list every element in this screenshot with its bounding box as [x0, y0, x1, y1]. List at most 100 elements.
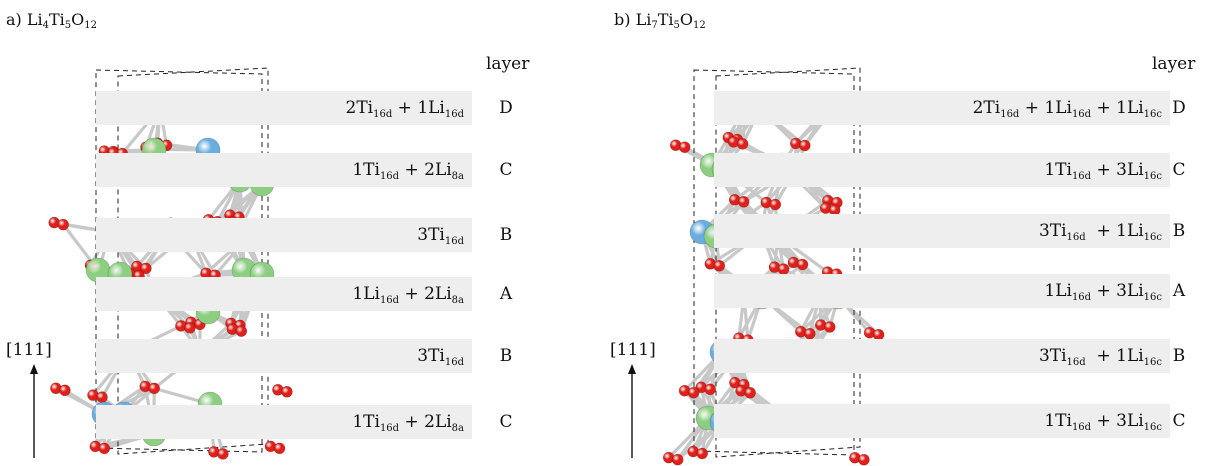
composition-part: + 1Li [1091, 98, 1144, 118]
composition-part: 16d [1067, 232, 1086, 243]
layer-letter: B [1164, 214, 1194, 248]
layer-letter: D [491, 91, 521, 125]
layer-composition: 1Ti16d + 3Li16c [1044, 404, 1162, 438]
oxygen-atom [58, 219, 69, 230]
layer-band: 1Ti16d + 3Li16c [714, 404, 1170, 438]
composition-part: + 2Li [399, 160, 452, 180]
layer-composition: 3Ti16d + 1Li16c [1039, 214, 1162, 248]
composition-part: 16d [1072, 171, 1091, 182]
layer-band: 1Ti16d + 2Li8a [96, 405, 472, 439]
oxygen-atom [99, 443, 110, 454]
oxygen-atom [799, 140, 810, 151]
oxygen-atom [738, 196, 749, 207]
oxygen-atom [688, 387, 699, 398]
oxygen-atom [745, 387, 756, 398]
composition-part: 16d [1067, 357, 1086, 368]
composition-part: 16c [1144, 109, 1162, 120]
composition-part: 16c [1144, 292, 1162, 303]
oxygen-atom [149, 383, 160, 394]
oxygen-atom [797, 259, 808, 270]
oxygen-atom [236, 326, 247, 337]
layer-composition: 3Ti16d [417, 218, 464, 252]
composition-part: 16c [1144, 422, 1162, 433]
composition-part: 16d [445, 109, 464, 120]
oxygen-atom [672, 454, 683, 465]
layer-letter: C [1164, 153, 1194, 187]
composition-part: 16c [1144, 171, 1162, 182]
layer-letter: C [491, 405, 521, 439]
layer-composition: 1Ti16d + 2Li8a [352, 153, 464, 187]
composition-part: 16d [1000, 109, 1019, 120]
panel-b-direction-label: [111] [610, 340, 656, 360]
oxygen-atom [705, 384, 716, 395]
composition-part: 1Li [352, 284, 380, 304]
layer-band: 2Ti16d + 1Li16d + 1Li16c [714, 91, 1170, 125]
layer-letter: C [491, 153, 521, 187]
oxygen-atom [274, 443, 285, 454]
layer-letter: A [1164, 274, 1194, 308]
composition-part: 3Ti [1039, 221, 1067, 241]
composition-part: 8a [452, 171, 464, 182]
composition-part: 8a [452, 423, 464, 434]
panel-b-direction-arrow [626, 364, 638, 460]
composition-part: 2Ti [346, 98, 374, 118]
composition-part: 16d [380, 423, 399, 434]
composition-part: 2Ti [973, 98, 1001, 118]
oxygen-atom [858, 454, 869, 465]
composition-part: + 2Li [399, 284, 452, 304]
composition-part: + 3Li [1091, 160, 1144, 180]
layer-composition: 2Ti16d + 1Li16d + 1Li16c [973, 91, 1162, 125]
composition-part: 16c [1144, 357, 1162, 368]
composition-part: + 1Li [392, 98, 445, 118]
layer-band: 3Ti16d [96, 339, 472, 373]
layer-composition: 1Li16d + 3Li16c [1044, 274, 1162, 308]
layer-composition: 2Ti16d + 1Li16d [346, 91, 464, 125]
layer-band: 3Ti16d [96, 218, 472, 252]
composition-part: + 1Li [1019, 98, 1072, 118]
panel-a-direction-label: [111] [6, 340, 52, 360]
layer-composition: 1Ti16d + 2Li8a [352, 405, 464, 439]
layer-band: 1Ti16d + 3Li16c [714, 153, 1170, 187]
composition-part: + 3Li [1091, 411, 1144, 431]
oxygen-atom [824, 322, 835, 333]
oxygen-atom [697, 448, 708, 459]
composition-part: 1Li [1044, 281, 1072, 301]
composition-part: 16d [445, 357, 464, 368]
composition-part: 16d [1072, 292, 1091, 303]
layer-letter: A [491, 277, 521, 311]
oxygen-atom [59, 385, 70, 396]
composition-part: + 3Li [1091, 281, 1144, 301]
layer-band: 3Ti16d + 1Li16c [714, 214, 1170, 248]
composition-part: 8a [452, 295, 464, 306]
composition-part: + 2Li [399, 412, 452, 432]
oxygen-atom [97, 392, 108, 403]
composition-part: 16d [1072, 109, 1091, 120]
panel-a: a) Li4Ti5O12 layer 2Ti16d + 1Li16d D 1Ti16… [0, 0, 604, 466]
oxygen-atom [778, 264, 789, 275]
layer-letter: B [491, 339, 521, 373]
composition-part: 16d [445, 236, 464, 247]
composition-part: 16d [380, 295, 399, 306]
composition-part: 3Ti [1039, 346, 1067, 366]
panel-b: b) Li7Ti5O12 layer 2Ti16d + 1Li16d + 1Li… [604, 0, 1208, 466]
composition-part: + 1Li [1086, 346, 1144, 366]
composition-part: 3Ti [417, 225, 445, 245]
layer-band: 2Ti16d + 1Li16d [96, 91, 472, 125]
oxygen-atom [184, 322, 195, 333]
composition-part: + 1Li [1086, 221, 1144, 241]
layer-letter: B [491, 218, 521, 252]
oxygen-atom [804, 328, 815, 339]
composition-part: 16d [373, 109, 392, 120]
layer-letter: B [1164, 339, 1194, 373]
composition-part: 3Ti [417, 346, 445, 366]
composition-part: 1Ti [352, 160, 380, 180]
composition-part: 1Ti [352, 412, 380, 432]
composition-part: 1Ti [1044, 160, 1072, 180]
layer-band: 1Ti16d + 2Li8a [96, 153, 472, 187]
composition-part: 16d [1072, 422, 1091, 433]
layer-composition: 3Ti16d [417, 339, 464, 373]
composition-part: 16c [1144, 232, 1162, 243]
layer-band: 1Li16d + 2Li8a [96, 277, 472, 311]
oxygen-atom [737, 138, 748, 149]
panel-a-direction-arrow [28, 364, 40, 460]
